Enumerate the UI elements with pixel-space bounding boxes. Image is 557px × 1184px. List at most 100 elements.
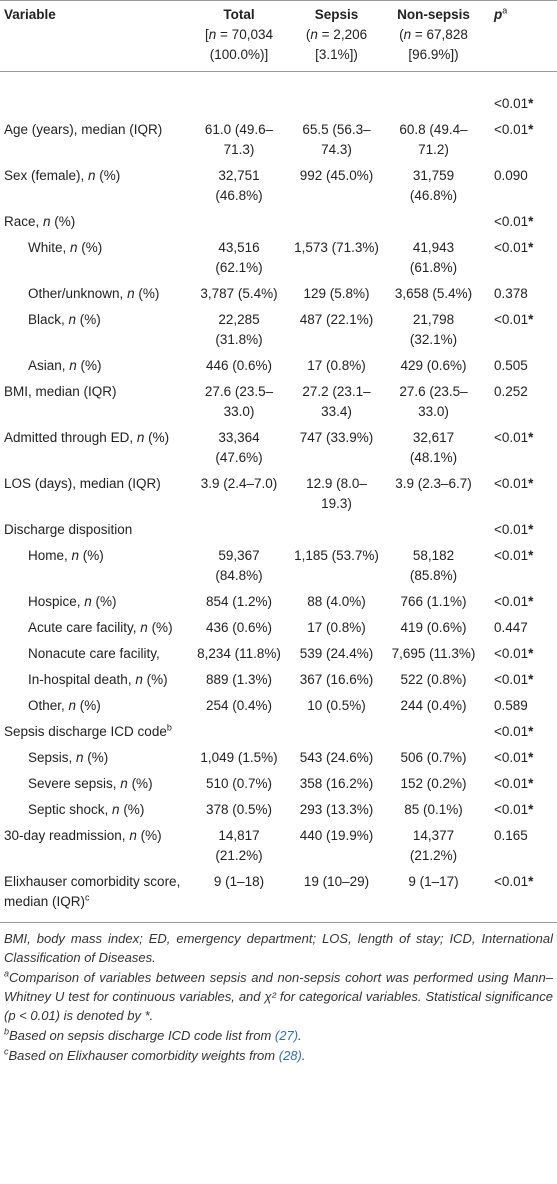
cell: 992 (45.0%): [288, 163, 385, 209]
text-segment: n: [71, 548, 80, 563]
cell: 0.505: [482, 353, 557, 379]
text-segment: (%): [91, 594, 117, 609]
text-segment: *: [528, 122, 534, 137]
table-row: Sepsis discharge ICD codeb <0.01*: [0, 719, 557, 745]
text-segment: Admitted through ED,: [4, 430, 137, 445]
text: 1,573 (71.3%): [294, 240, 379, 255]
cell: 854 (1.2%): [190, 589, 288, 615]
text-segment: (%): [134, 286, 160, 301]
text-segment: Based on Elixhauser comorbidity weights …: [8, 1048, 279, 1063]
text: 0.090: [494, 168, 528, 183]
cell: 293 (13.3%): [288, 797, 385, 823]
text: 766 (1.1%): [400, 594, 467, 609]
cell: 429 (0.6%): [385, 353, 482, 379]
text: 60.8 (49.4–71.2): [399, 122, 468, 157]
text: 27.6 (23.5–33.0): [399, 384, 468, 419]
text: 22,285 (31.8%): [215, 312, 263, 347]
text-segment: *: [528, 646, 534, 661]
table-row: Elixhauser comorbidity score, median (IQ…: [0, 869, 557, 923]
text: BMI, median (IQR): [4, 384, 117, 399]
cell: 766 (1.1%): [385, 589, 482, 615]
text: 436 (0.6%): [205, 620, 273, 635]
table-row: LOS (days), median (IQR) 3.9 (2.4–7.0) 12.…: [0, 471, 557, 517]
cell: 27.2 (23.1–33.4): [288, 379, 385, 425]
cell: 446 (0.6%): [190, 353, 288, 379]
cell: 0.252: [482, 379, 557, 425]
text-segment: n: [112, 802, 120, 817]
text: Comparison of variables between sepsis a…: [4, 970, 553, 1023]
row-label: Home, n (%): [0, 543, 190, 589]
text-segment: Black,: [28, 312, 69, 327]
cell: <0.01*: [482, 745, 557, 771]
cell: 9 (1–17): [385, 869, 482, 923]
text-segment: <0.01: [494, 750, 529, 765]
cell: 543 (24.6%): [288, 745, 385, 771]
text-segment: <0.01: [494, 874, 529, 889]
cell: 244 (0.4%): [385, 693, 482, 719]
cell: 419 (0.6%): [385, 615, 482, 641]
text: 32,751 (46.8%): [215, 168, 263, 203]
table-row: Sex (female), n (%) 32,751 (46.8%) 992 (45…: [0, 163, 557, 209]
cell: <0.01*: [482, 307, 557, 353]
cell: <0.01*: [482, 589, 557, 615]
cell: 32,617 (48.1%): [385, 425, 482, 471]
text: 0.252: [494, 384, 528, 399]
text-segment: *: [528, 802, 534, 817]
table-row: Other/unknown, n (%) 3,787 (5.4%) 129 (5.8…: [0, 281, 557, 307]
text: 3.9 (2.4–7.0): [200, 476, 278, 491]
text-segment: (%): [119, 802, 145, 817]
text: LOS (days), median (IQR): [4, 476, 161, 491]
text-segment: (%): [142, 672, 168, 687]
text-segment: <0.01: [494, 672, 529, 687]
text-segment: (%): [50, 214, 76, 229]
cell: <0.01*: [482, 869, 557, 923]
table-row: Sepsis, n (%) 1,049 (1.5%) 543 (24.6%) 506 …: [0, 745, 557, 771]
text-segment: Sex (female),: [4, 168, 89, 183]
text: 12.9 (8.0–19.3): [306, 476, 367, 511]
text: 59,367 (84.8%): [215, 548, 263, 583]
text-segment: Acute care facility,: [28, 620, 141, 635]
cell: 85 (0.1%): [385, 797, 482, 823]
text: 539 (24.4%): [299, 646, 374, 661]
text-segment: <0.01: [494, 312, 529, 327]
text: 543 (24.6%): [299, 750, 374, 765]
text-segment: n: [135, 672, 143, 687]
text-segment: <0.01: [494, 522, 529, 537]
cell: 0.447: [482, 615, 557, 641]
text-segment: (: [399, 27, 404, 42]
text: BMI, body mass index; ED, emergency depa…: [4, 931, 553, 965]
table-row: Nonacute care facility, 8,234 (11.8%) 539 …: [0, 641, 557, 667]
row-label: In-hospital death, n (%): [0, 667, 190, 693]
footnote: bBased on sepsis discharge ICD code list…: [4, 1026, 553, 1045]
row-label: 30-day readmission, n (%): [0, 823, 190, 869]
cell: 0.165: [482, 823, 557, 869]
cell: 33,364 (47.6%): [190, 425, 288, 471]
row-label: Asian, n (%): [0, 353, 190, 379]
text-segment: n: [43, 214, 51, 229]
cell: 32,751 (46.8%): [190, 163, 288, 209]
cell: 358 (16.2%): [288, 771, 385, 797]
cell: [385, 517, 482, 543]
text-segment: *: [528, 724, 534, 739]
text: 1,185 (53.7%): [294, 548, 379, 563]
footnote: aComparison of variables between sepsis …: [4, 968, 553, 1025]
text-segment: <0.01: [494, 96, 529, 111]
text-segment: Other/unknown,: [28, 286, 128, 301]
text-segment: (%): [144, 430, 170, 445]
table-row: Hospice, n (%) 854 (1.2%) 88 (4.0%) 766 (1.…: [0, 589, 557, 615]
row-label: Septic shock, n (%): [0, 797, 190, 823]
table-row: 30-day readmission, n (%) 14,817 (21.2%) 4…: [0, 823, 557, 869]
header-row: Variable Total [n = 70,034 (100.0%)] Sepsis…: [0, 0, 557, 72]
text: Non-sepsis: [397, 7, 470, 22]
row-label: BMI, median (IQR): [0, 379, 190, 425]
text: 21,798 (32.1%): [409, 312, 458, 347]
cell: 254 (0.4%): [190, 693, 288, 719]
cell: 3.9 (2.4–7.0): [190, 471, 288, 517]
text-segment: (%): [95, 168, 121, 183]
cell: 0.378: [482, 281, 557, 307]
table-body: <0.01* Age (years), median (IQR) 61.0 (49.…: [0, 72, 557, 923]
table-row: Septic shock, n (%) 378 (0.5%) 293 (13.3%)…: [0, 797, 557, 823]
row-label: Hospice, n (%): [0, 589, 190, 615]
cell: 41,943 (61.8%): [385, 235, 482, 281]
text-segment: n: [208, 27, 217, 42]
